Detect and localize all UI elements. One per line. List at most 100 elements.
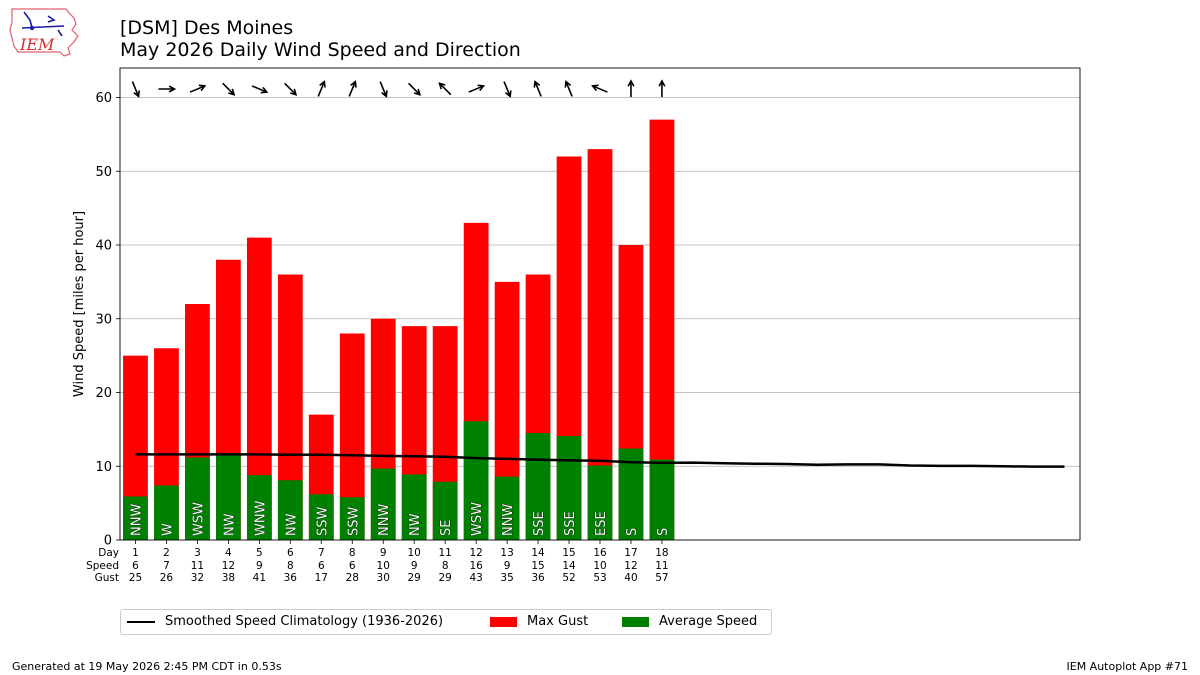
speed-tick-label: 10 [593, 560, 606, 572]
speed-tick-label: 9 [411, 560, 418, 572]
speed-tick-label: 8 [287, 560, 294, 572]
speed-tick-label: 6 [349, 560, 356, 572]
avg-speed-bar [432, 481, 458, 540]
legend-label-gust: Max Gust [527, 614, 589, 629]
speed-tick-label: 11 [191, 560, 204, 572]
direction-label: SE [439, 520, 454, 536]
y-tick-label: 30 [95, 312, 112, 327]
direction-arrow-icon [379, 81, 388, 98]
direction-arrow-icon [189, 84, 207, 93]
speed-tick-label: 6 [132, 560, 139, 572]
avg-speed-bar [618, 448, 644, 540]
chart-legend: Smoothed Speed Climatology (1936-2026) M… [120, 609, 772, 635]
legend-item-gust: Max Gust [490, 614, 588, 629]
speed-tick-label: 14 [562, 560, 576, 572]
speed-tick-label: 9 [504, 560, 511, 572]
avg-speed-bar [556, 436, 582, 540]
avg-speed-bar [123, 496, 148, 540]
direction-label: SSW [315, 506, 330, 536]
speed-tick-label: 10 [377, 560, 390, 572]
direction-arrow-icon [317, 80, 326, 97]
direction-arrow-icon [158, 85, 177, 93]
avg-speed-bar [154, 485, 179, 540]
weather-station-icon [21, 11, 65, 37]
day-tick-label: 18 [655, 547, 668, 559]
day-tick-label: 7 [318, 547, 325, 559]
legend-swatch-gust [490, 616, 517, 627]
direction-arrow-icon [222, 82, 236, 96]
y-tick-label: 0 [104, 534, 112, 549]
avg-speed-bar [494, 476, 520, 540]
y-tick-label: 40 [95, 239, 112, 254]
day-tick-label: 1 [132, 547, 139, 559]
avg-speed-bar [246, 475, 272, 540]
day-tick-label: 11 [438, 547, 451, 559]
direction-arrow-icon [438, 82, 452, 96]
gust-tick-label: 52 [562, 572, 575, 584]
chart-title: [DSM] Des Moines May 2026 Daily Wind Spe… [120, 17, 521, 61]
speed-tick-label: 12 [624, 560, 637, 572]
legend-item-avg: Average Speed [622, 614, 757, 629]
speed-tick-label: 8 [442, 560, 449, 572]
gust-tick-label: 36 [531, 572, 545, 584]
app-note: IEM Autoplot App #71 [1066, 660, 1189, 673]
speed-tick-label: 15 [531, 560, 544, 572]
period-title: May 2026 Daily Wind Speed and Direction [120, 39, 521, 61]
logo-text: IEM [19, 35, 55, 54]
direction-label: NNW [501, 504, 516, 536]
gust-tick-label: 57 [655, 572, 668, 584]
avg-speed-bar [277, 480, 303, 540]
legend-line-icon [127, 620, 155, 623]
legend-swatch-avg [622, 616, 649, 627]
direction-label: WSW [470, 502, 485, 536]
gust-tick-label: 25 [129, 572, 142, 584]
gust-tick-label: 38 [222, 572, 235, 584]
direction-label: NNW [377, 504, 392, 536]
direction-arrow-icon [131, 81, 140, 98]
direction-arrow-icon [251, 85, 269, 94]
y-tick-label: 10 [95, 460, 112, 475]
speed-tick-label: 12 [222, 560, 235, 572]
direction-arrow-icon [407, 82, 422, 96]
day-tick-label: 13 [500, 547, 513, 559]
speed-tick-label: 11 [655, 560, 668, 572]
gust-tick-label: 53 [593, 572, 606, 584]
legend-label-climatology: Smoothed Speed Climatology (1936-2026) [165, 614, 444, 629]
gust-tick-label: 35 [500, 572, 513, 584]
speed-tick-label: 7 [163, 560, 170, 572]
direction-label: SSE [563, 511, 578, 536]
day-tick-label: 12 [469, 547, 482, 559]
direction-label: W [160, 523, 175, 536]
direction-label: NW [408, 513, 423, 536]
gust-tick-label: 26 [160, 572, 174, 584]
direction-label: S [656, 528, 671, 536]
avg-speed-bar [185, 457, 210, 540]
direction-arrow-icon [468, 84, 486, 93]
direction-arrow-icon [564, 80, 573, 97]
row-label-speed: Speed [86, 560, 119, 572]
day-tick-label: 17 [624, 547, 637, 559]
generated-note: Generated at 19 May 2026 2:45 PM CDT in … [12, 660, 282, 673]
gust-tick-label: 29 [438, 572, 451, 584]
y-tick-label: 20 [95, 386, 112, 401]
day-tick-label: 16 [593, 547, 607, 559]
iem-logo: IEM [9, 8, 79, 57]
gust-tick-label: 17 [315, 572, 328, 584]
y-tick-label: 50 [95, 165, 112, 180]
y-tick-label: 60 [95, 91, 112, 106]
direction-label: NW [222, 513, 237, 536]
day-tick-label: 14 [531, 547, 545, 559]
direction-label: ESE [594, 511, 609, 536]
avg-speed-bar [308, 494, 334, 540]
direction-arrow-icon [533, 80, 542, 97]
gust-tick-label: 41 [253, 572, 266, 584]
day-tick-label: 4 [225, 547, 232, 559]
day-tick-label: 9 [380, 547, 387, 559]
speed-tick-label: 16 [469, 560, 483, 572]
direction-label: SSW [346, 506, 361, 536]
day-tick-label: 2 [163, 547, 170, 559]
direction-label: S [625, 528, 640, 536]
day-tick-label: 3 [194, 547, 201, 559]
day-tick-label: 8 [349, 547, 356, 559]
gust-tick-label: 28 [346, 572, 359, 584]
